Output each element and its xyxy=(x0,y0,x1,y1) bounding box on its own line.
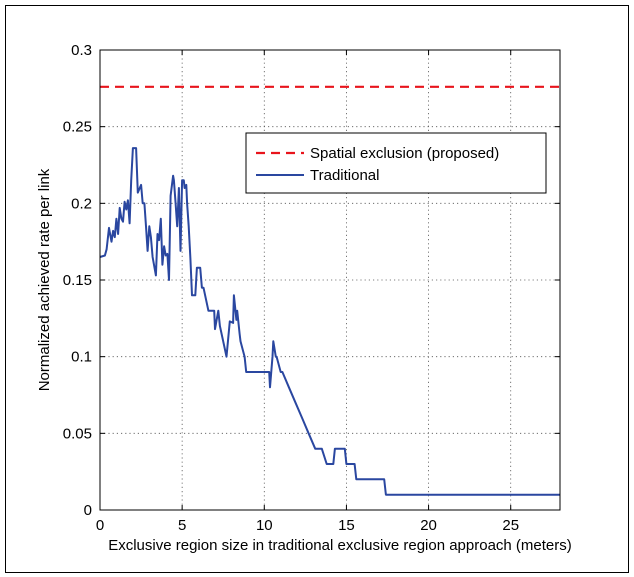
x-tick-label: 20 xyxy=(420,517,437,534)
y-tick-label: 0 xyxy=(84,502,92,519)
y-tick-label: 0.1 xyxy=(71,349,92,366)
y-tick-label: 0.3 xyxy=(71,42,92,59)
y-tick-label: 0.2 xyxy=(71,195,92,212)
axis-ticks: 0 5 10 15 20 25 0 0.05 0.1 0.15 0.2 0.25 0.3 xyxy=(63,42,560,534)
x-tick-label: 5 xyxy=(178,517,186,534)
y-tick-label: 0.15 xyxy=(63,272,92,289)
y-tick-label: 0.05 xyxy=(63,425,92,442)
x-tick-label: 10 xyxy=(256,517,273,534)
legend-label-traditional: Traditional xyxy=(310,167,379,184)
series-layer xyxy=(99,85,560,496)
x-tick-label: 15 xyxy=(338,517,355,534)
y-axis-label: Normalized achieved rate per link xyxy=(36,168,53,391)
grid-lines xyxy=(100,50,560,510)
figure-frame xyxy=(5,5,629,573)
y-tick-label: 0.25 xyxy=(63,119,92,136)
legend: Spatial exclusion (proposed) Traditional xyxy=(245,132,547,194)
series-line-traditional xyxy=(99,147,560,496)
x-tick-label: 0 xyxy=(96,517,104,534)
x-axis-label: Exclusive region size in traditional exc… xyxy=(108,537,572,554)
legend-label-spatial-exclusion: Spatial exclusion (proposed) xyxy=(310,145,499,162)
x-tick-label: 25 xyxy=(502,517,519,534)
legend-box xyxy=(245,132,547,194)
